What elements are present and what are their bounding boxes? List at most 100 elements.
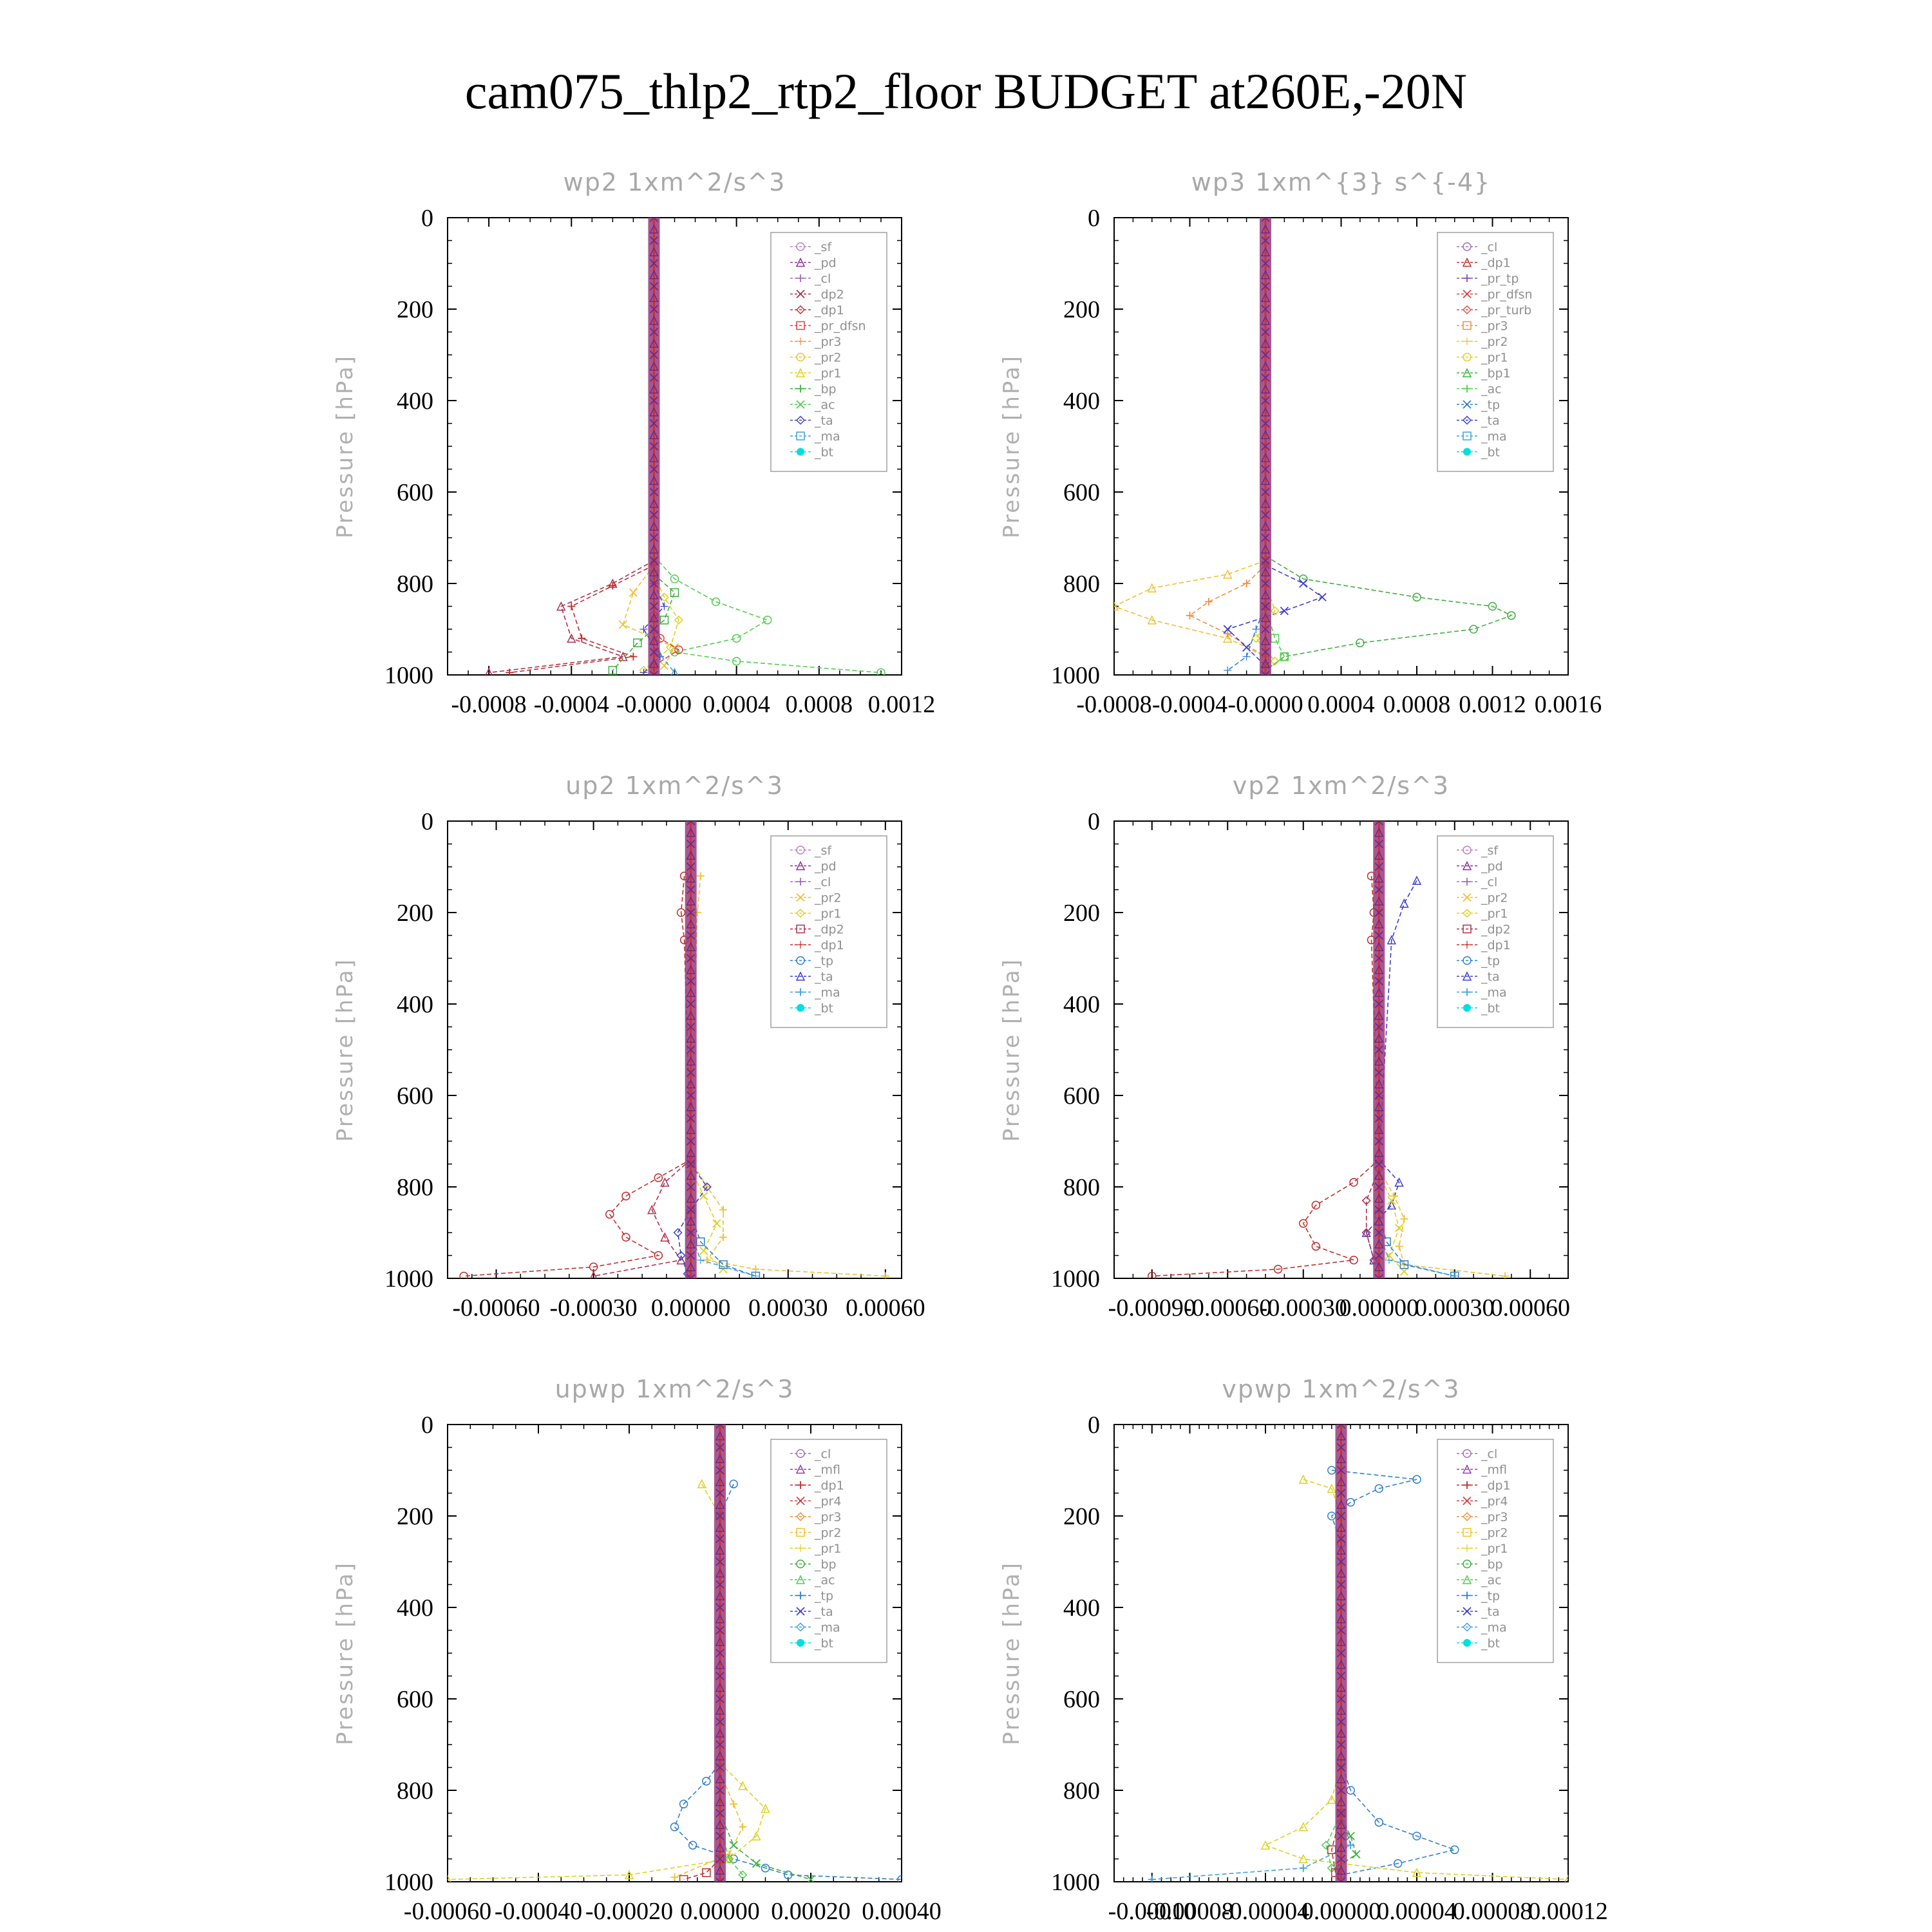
y-tick-label: 400 [1063, 388, 1100, 415]
zero-marker [649, 384, 659, 393]
data-point [1361, 1196, 1371, 1206]
data-point [567, 633, 576, 643]
zero-marker [1336, 1877, 1346, 1882]
zero-marker [1374, 1274, 1383, 1278]
zero-marker [1260, 430, 1271, 439]
zero-marker [1374, 821, 1383, 826]
zero-marker [1374, 1056, 1384, 1066]
zero-marker [715, 1877, 724, 1882]
data-point [670, 574, 679, 583]
legend-label: _mfl [814, 1463, 840, 1477]
zero-marker [1260, 361, 1271, 371]
legend-marker [797, 384, 804, 393]
zero-marker [1260, 612, 1271, 622]
legend-item: _ta [790, 414, 833, 428]
plot-area [448, 1425, 902, 1882]
data-point [1394, 1177, 1404, 1187]
zero-marker [715, 1454, 725, 1463]
zero-marker [1374, 1239, 1384, 1249]
zero-marker [1336, 1443, 1346, 1452]
plot-area [1114, 218, 1516, 675]
legend-marker [1463, 956, 1472, 965]
data-point [1321, 1841, 1331, 1850]
zero-marker [1260, 384, 1271, 393]
zero-marker [649, 327, 659, 337]
legend-marker [797, 941, 804, 949]
zero-marker [1374, 1124, 1384, 1134]
y-tick-label: 800 [397, 1777, 433, 1804]
y-tick-label: 600 [397, 479, 433, 506]
zero-marker [1336, 1499, 1346, 1509]
zero-marker [1374, 850, 1384, 860]
data-point [732, 634, 741, 643]
legend-item: _bt [790, 446, 833, 460]
data-point [621, 1233, 630, 1242]
zero-marker [649, 453, 659, 462]
panel-title: wp3 1xm^{3} s^{-4} [1191, 168, 1491, 196]
zero-marker [686, 1262, 696, 1271]
zero-marker [649, 464, 659, 474]
zero-marker [1336, 1636, 1346, 1646]
data-point [897, 1875, 902, 1882]
legend-label: _cl [814, 1447, 831, 1461]
zero-marker [1261, 327, 1270, 337]
legend-label: _pr1 [814, 1542, 841, 1556]
data-point [654, 1173, 663, 1182]
legend-marker [1462, 860, 1472, 871]
data-point [1507, 611, 1516, 620]
y-tick-label: 1000 [1051, 1265, 1100, 1293]
data-point [725, 1850, 734, 1859]
data-point [1311, 1242, 1321, 1251]
y-tick-label: 200 [397, 296, 433, 323]
zero-marker [1336, 1854, 1346, 1864]
legend-item: _ma [790, 1621, 840, 1635]
zero-marker [715, 1534, 724, 1544]
data-point [1299, 1864, 1307, 1872]
zero-marker [1261, 350, 1270, 359]
zero-marker [1336, 1728, 1346, 1738]
legend-label: _ta [814, 414, 833, 428]
zero-marker [687, 931, 696, 940]
legend-item: _bp [790, 383, 837, 397]
data-point [1349, 1178, 1358, 1187]
zero-marker [649, 590, 659, 600]
data-point [1327, 1483, 1337, 1493]
plot-area [459, 821, 889, 1278]
zero-marker [1374, 1251, 1383, 1260]
zero-marker [686, 1124, 696, 1134]
legend-marker [1462, 305, 1472, 315]
data-point [1387, 934, 1397, 945]
legend-box [770, 835, 887, 1028]
zero-marker [1260, 498, 1271, 508]
legend-label: _ma [814, 430, 840, 444]
legend-label: _tp [1481, 954, 1500, 969]
zero-marker [649, 373, 659, 383]
y-tick-label: 0 [1088, 1412, 1100, 1439]
data-point [1393, 1859, 1403, 1868]
x-tick-label: 0.00000 [1302, 1898, 1381, 1925]
zero-marker [687, 908, 696, 917]
x-tick-label: -0.00060 [1184, 1294, 1271, 1321]
legend-marker [1463, 274, 1471, 282]
x-tick-label: 0.0008 [1383, 691, 1451, 718]
zero-marker [687, 999, 696, 1009]
legend-label: _dp1 [1481, 1479, 1511, 1493]
zero-marker [1336, 1808, 1346, 1818]
legend-marker [1463, 242, 1472, 251]
legend-marker [795, 971, 806, 981]
legend-item: _bp [790, 1558, 837, 1572]
data-point [659, 592, 669, 602]
zero-marker [715, 1728, 725, 1738]
data-point [1147, 583, 1157, 592]
zero-marker [715, 1774, 725, 1783]
data-point [674, 615, 683, 625]
y-tick-label: 0 [421, 1412, 433, 1439]
y-tick-label: 400 [397, 991, 433, 1018]
zero-marker [687, 1113, 696, 1123]
legend-label: _ac [814, 398, 835, 412]
legend-label: _dp2 [814, 923, 844, 937]
x-tick-label: -0.00020 [585, 1898, 673, 1925]
zero-marker [649, 579, 659, 588]
zero-marker [1260, 316, 1271, 325]
legend-marker [796, 1607, 805, 1616]
